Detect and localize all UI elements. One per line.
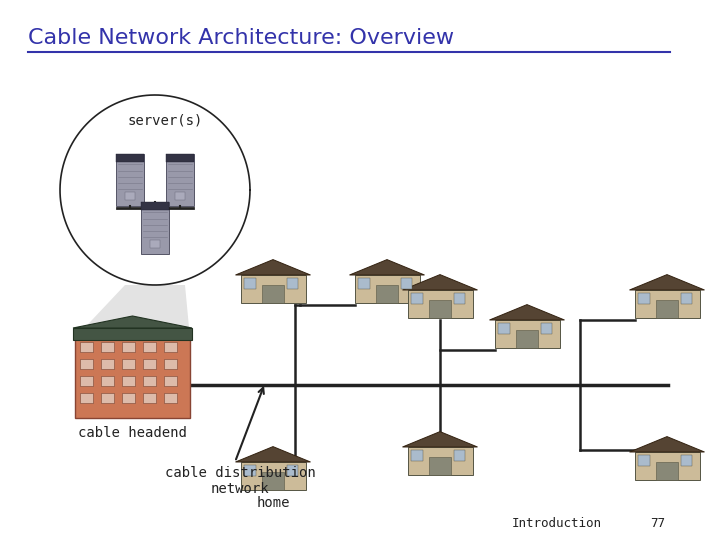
- Polygon shape: [235, 260, 310, 275]
- Bar: [411, 293, 423, 304]
- Bar: [75, 338, 190, 418]
- Text: cable distribution
network: cable distribution network: [165, 466, 315, 496]
- Bar: [408, 290, 472, 318]
- Bar: [141, 202, 169, 254]
- Bar: [143, 393, 156, 403]
- Bar: [656, 300, 678, 318]
- Bar: [101, 359, 114, 369]
- Bar: [143, 342, 156, 352]
- Bar: [73, 328, 192, 340]
- Bar: [80, 376, 93, 386]
- Bar: [150, 240, 160, 248]
- Bar: [175, 192, 185, 200]
- Bar: [354, 275, 420, 303]
- Text: 77: 77: [650, 517, 665, 530]
- Bar: [122, 342, 135, 352]
- Bar: [101, 342, 114, 352]
- Bar: [80, 359, 93, 369]
- Bar: [656, 462, 678, 480]
- Bar: [261, 472, 284, 490]
- Bar: [634, 290, 700, 318]
- Text: home: home: [256, 496, 289, 510]
- Bar: [680, 455, 693, 466]
- Bar: [101, 393, 114, 403]
- Bar: [143, 359, 156, 369]
- Polygon shape: [402, 431, 477, 447]
- Bar: [116, 154, 144, 206]
- Bar: [244, 465, 256, 476]
- Text: Introduction: Introduction: [512, 517, 602, 530]
- Bar: [166, 154, 194, 206]
- Polygon shape: [629, 275, 704, 290]
- Polygon shape: [73, 316, 192, 328]
- Bar: [164, 376, 177, 386]
- Bar: [80, 393, 93, 403]
- Bar: [164, 393, 177, 403]
- Bar: [125, 192, 135, 200]
- Polygon shape: [235, 447, 310, 462]
- Bar: [411, 450, 423, 461]
- Bar: [408, 447, 472, 475]
- Bar: [495, 320, 559, 348]
- Bar: [359, 278, 370, 289]
- Bar: [80, 342, 93, 352]
- Text: server(s): server(s): [127, 113, 203, 127]
- Bar: [122, 376, 135, 386]
- Bar: [428, 300, 451, 318]
- Bar: [164, 342, 177, 352]
- Polygon shape: [402, 275, 477, 290]
- Bar: [101, 376, 114, 386]
- Bar: [498, 323, 510, 334]
- Bar: [400, 278, 413, 289]
- Bar: [541, 323, 552, 334]
- Polygon shape: [349, 260, 425, 275]
- Bar: [164, 359, 177, 369]
- Bar: [639, 293, 650, 304]
- Bar: [516, 330, 539, 348]
- Bar: [639, 455, 650, 466]
- Text: cable headend: cable headend: [78, 426, 187, 440]
- Bar: [454, 450, 465, 461]
- Bar: [634, 452, 700, 480]
- Polygon shape: [629, 437, 704, 452]
- Bar: [287, 278, 298, 289]
- Polygon shape: [75, 285, 190, 338]
- Bar: [680, 293, 693, 304]
- Bar: [428, 457, 451, 475]
- Bar: [240, 462, 305, 490]
- Bar: [240, 275, 305, 303]
- Bar: [261, 285, 284, 303]
- Bar: [122, 393, 135, 403]
- Bar: [454, 293, 465, 304]
- Bar: [143, 376, 156, 386]
- Bar: [287, 465, 298, 476]
- Polygon shape: [490, 305, 564, 320]
- Bar: [166, 154, 194, 162]
- Text: Cable Network Architecture: Overview: Cable Network Architecture: Overview: [28, 28, 454, 48]
- Bar: [116, 154, 144, 162]
- Bar: [122, 359, 135, 369]
- Bar: [244, 278, 256, 289]
- Bar: [376, 285, 398, 303]
- Bar: [141, 202, 169, 210]
